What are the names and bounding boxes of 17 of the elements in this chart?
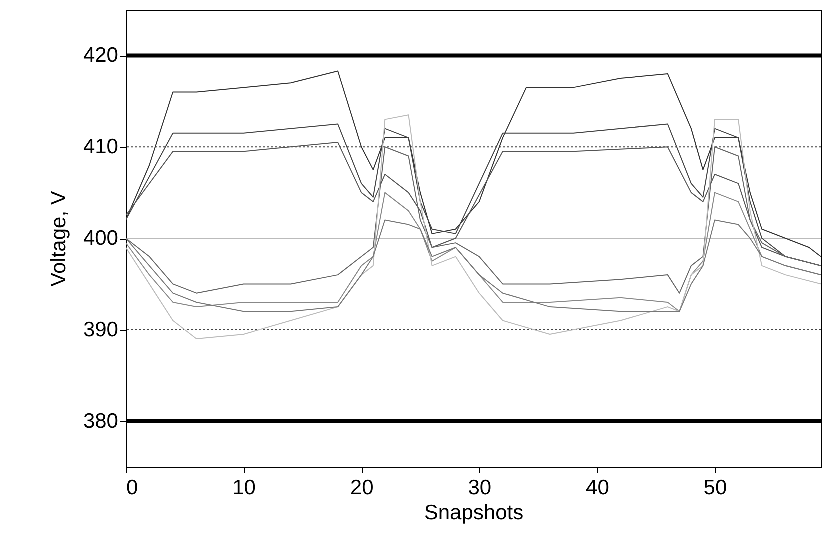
x-tick-label: 50 (704, 476, 728, 500)
x-tick-label: 0 (126, 476, 138, 500)
y-axis-title: Voltage, V (47, 191, 70, 287)
x-tick-label: 30 (468, 476, 492, 500)
x-tick-label: 20 (350, 476, 374, 500)
y-tick-label: 410 (83, 136, 118, 159)
line-series (126, 70, 821, 258)
x-tick-label: 10 (232, 476, 256, 500)
y-tick-label: 420 (83, 44, 118, 68)
line-series (126, 220, 821, 312)
x-tick-label: 40 (586, 476, 610, 500)
y-tick-label: 400 (83, 227, 118, 250)
line-series (126, 114, 821, 340)
y-tick-label: 380 (83, 410, 118, 433)
x-axis-title: Snapshots (424, 502, 524, 524)
line-series (126, 146, 821, 294)
y-tick-label: 390 (83, 318, 118, 342)
